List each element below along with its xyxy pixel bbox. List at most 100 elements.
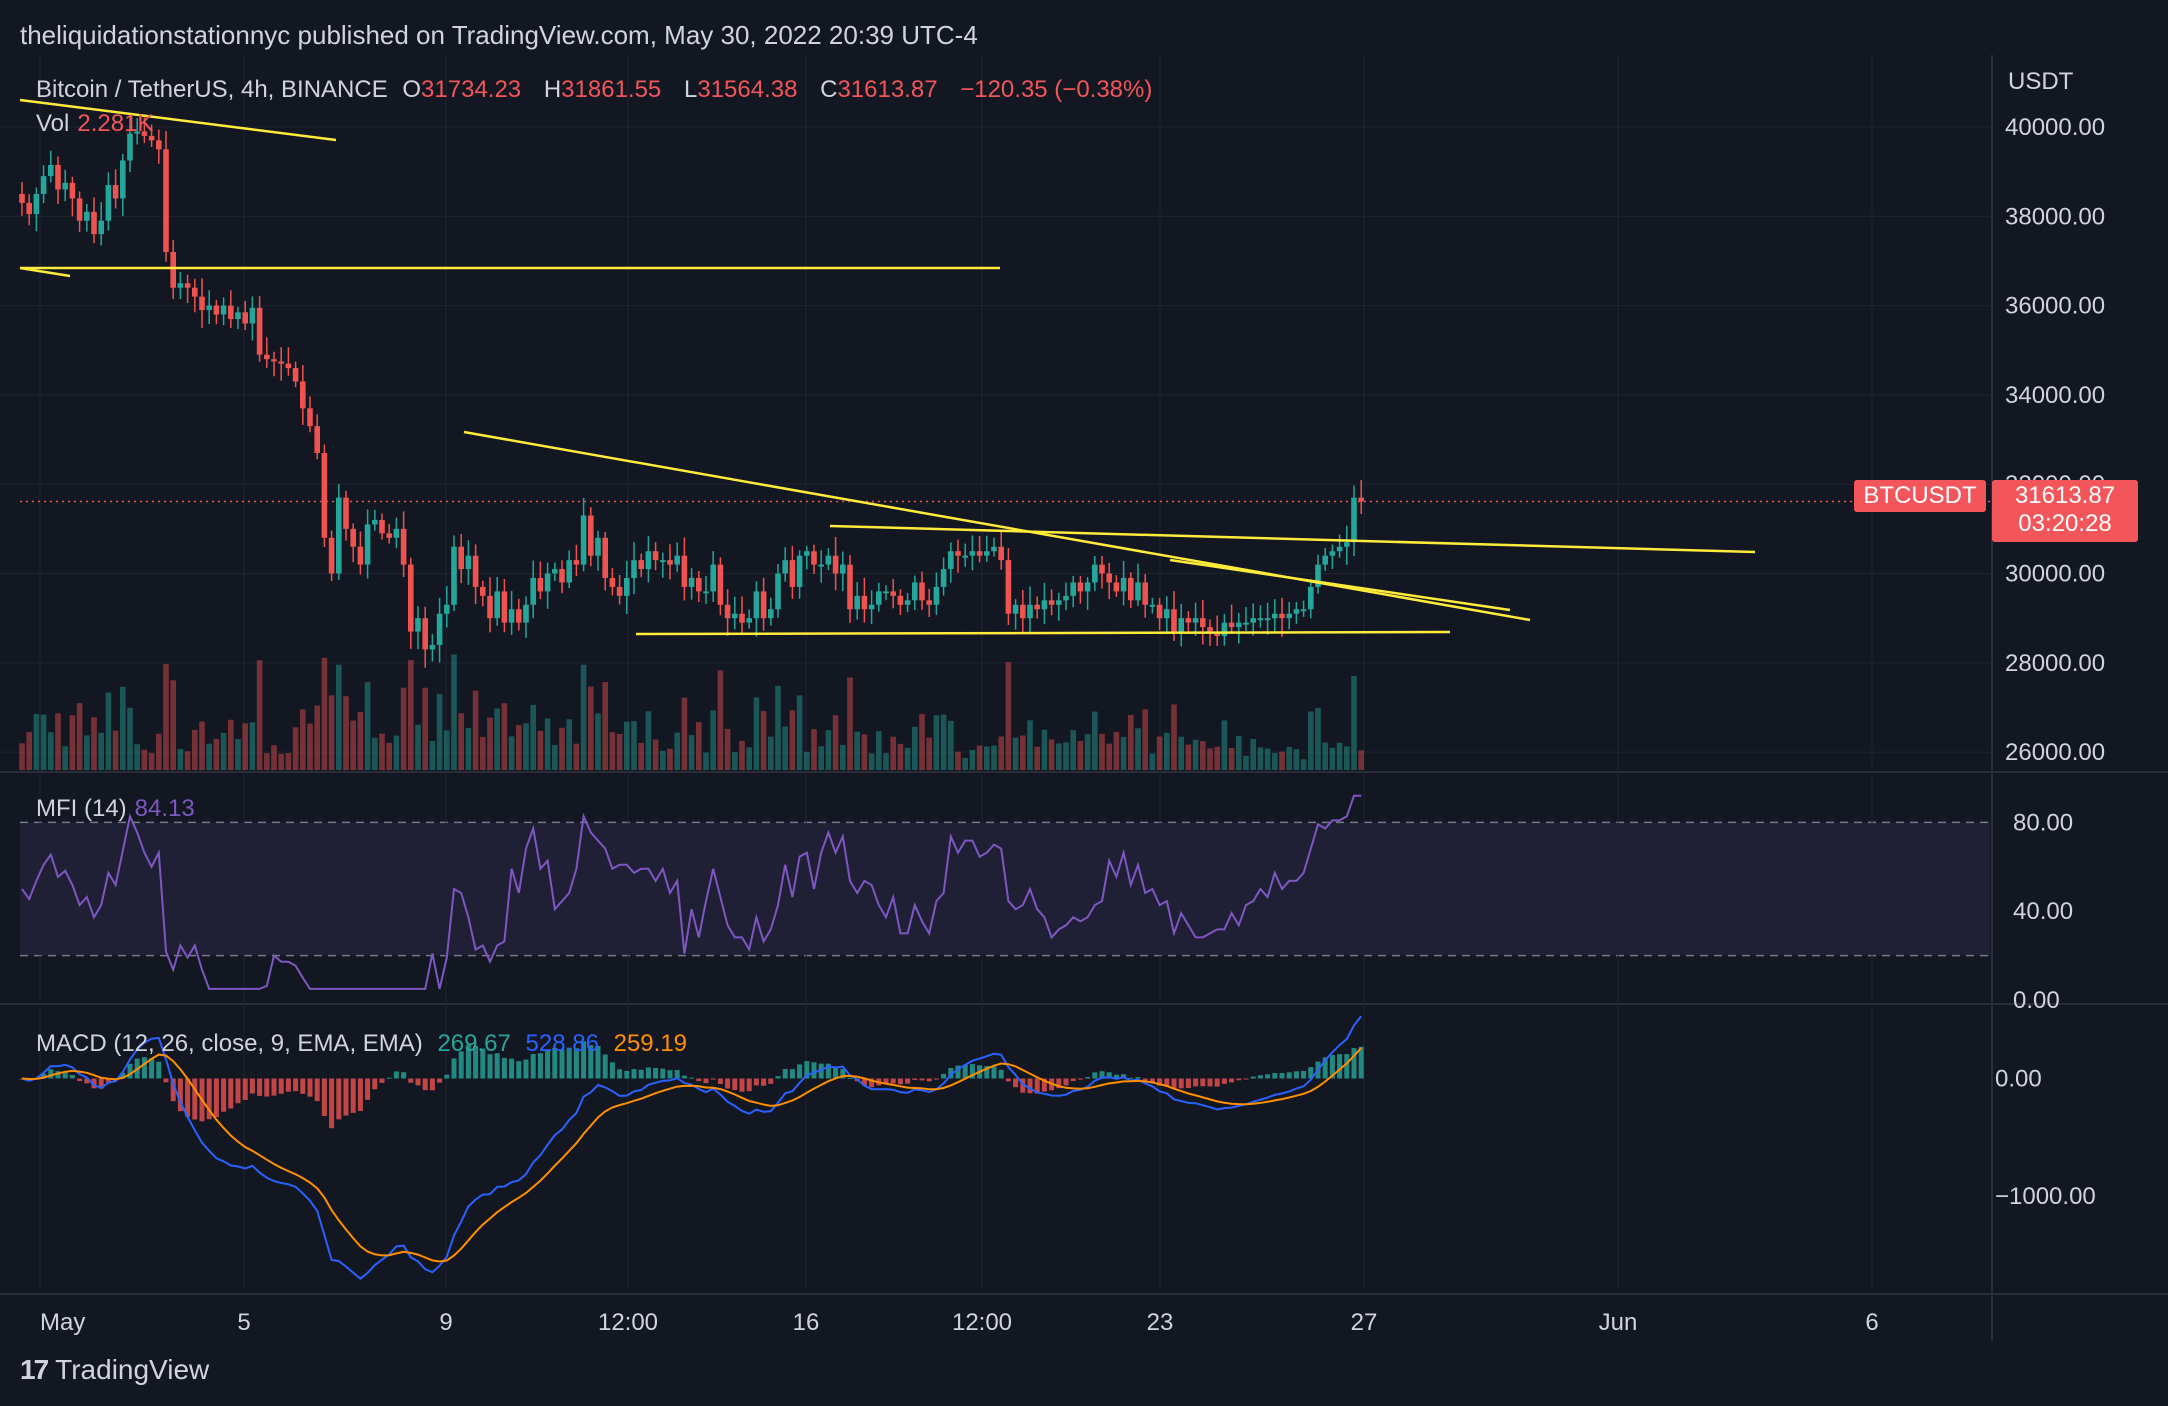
candle-body: [638, 560, 644, 570]
volume-bar: [876, 731, 882, 770]
macd-histogram-bar: [1236, 1078, 1242, 1081]
volume-bar: [206, 743, 212, 770]
volume-bar: [940, 714, 947, 770]
volume-bar: [854, 731, 860, 770]
volume-bar: [314, 705, 320, 770]
macd-histogram-bar: [206, 1078, 212, 1120]
volume-legend: Vol 2.281K: [36, 110, 154, 137]
candle-body: [314, 426, 320, 453]
candle-body: [379, 519, 385, 534]
candle-body: [1027, 604, 1033, 619]
volume-bar: [768, 736, 774, 770]
candle-body: [516, 609, 522, 623]
volume-bar: [55, 713, 61, 770]
volume-bar: [458, 713, 464, 770]
volume-bar: [501, 703, 508, 770]
candle-body: [1336, 546, 1343, 552]
macd-histogram-bar: [480, 1048, 486, 1079]
candle-body: [1257, 618, 1264, 621]
macd-histogram-bar: [912, 1078, 918, 1080]
macd-histogram-bar: [300, 1078, 306, 1094]
macd-histogram-bar: [285, 1078, 291, 1092]
macd-histogram-bar: [494, 1053, 500, 1079]
volume-bar: [595, 713, 601, 770]
macd-tick-label: 0.00: [1995, 1066, 2042, 1093]
macd-histogram-bar: [653, 1067, 659, 1079]
macd-histogram-bar: [77, 1078, 83, 1082]
macd-histogram-bar: [1113, 1074, 1119, 1079]
mfi-tick-label: 40.00: [2013, 898, 2073, 925]
macd-histogram-bar: [1070, 1078, 1076, 1082]
macd-histogram-bar: [429, 1078, 435, 1091]
candle-body: [660, 560, 666, 563]
candle-body: [141, 131, 148, 136]
candle-body: [508, 609, 515, 623]
macd-histogram-bar: [761, 1078, 767, 1086]
volume-bar: [372, 737, 378, 770]
macd-histogram-bar: [192, 1078, 198, 1120]
macd-histogram-bar: [1056, 1078, 1062, 1089]
volume-bar: [444, 730, 450, 770]
volume-value: 2.281K: [77, 110, 154, 137]
candle-body: [1358, 497, 1364, 502]
volume-bar: [465, 727, 472, 770]
candle-body: [969, 551, 976, 556]
macd-histogram-bar: [768, 1078, 774, 1084]
macd-histogram-bar: [1193, 1078, 1199, 1087]
macd-histogram-bar: [1099, 1071, 1105, 1079]
macd-histogram-bar: [55, 1071, 61, 1079]
mfi-value: 84.13: [134, 795, 195, 822]
price-tick-label: 30000.00: [2005, 561, 2105, 588]
volume-bar: [998, 736, 1004, 770]
macd-histogram-bar: [602, 1054, 608, 1079]
macd-histogram-bar: [890, 1078, 896, 1084]
volume-bar: [62, 746, 68, 770]
candle-body: [710, 564, 716, 592]
volume-bar: [868, 753, 875, 770]
candle-body: [76, 198, 83, 221]
volume-bar: [40, 714, 47, 770]
macd-histogram-bar: [984, 1066, 990, 1079]
macd-histogram-bar: [1257, 1075, 1263, 1079]
volume-bar: [105, 692, 112, 770]
tradingview-brand[interactable]: 17 TradingView: [20, 1354, 210, 1385]
volume-bar: [1322, 742, 1328, 770]
candle-body: [1344, 542, 1350, 547]
candle-body: [739, 613, 745, 623]
volume-bar: [1207, 748, 1213, 770]
volume-bar: [350, 720, 356, 770]
volume-bar: [1250, 738, 1256, 770]
candle-body: [1092, 564, 1098, 583]
candle-body: [206, 305, 212, 311]
macd-histogram-bar: [185, 1078, 191, 1117]
macd-histogram-bar: [595, 1045, 601, 1079]
volume-bar: [1120, 736, 1127, 770]
macd-histogram-bar: [257, 1078, 263, 1096]
candle-body: [451, 546, 457, 605]
volume-bar: [1228, 747, 1235, 770]
candle-body: [307, 408, 313, 427]
volume-bar: [256, 660, 263, 770]
macd-histogram-bar: [566, 1047, 572, 1079]
volume-bar: [775, 685, 781, 770]
macd-histogram-bar: [782, 1068, 788, 1079]
candle-body: [804, 551, 810, 556]
macd-histogram-bar: [962, 1064, 968, 1079]
macd-histogram-bar: [213, 1078, 219, 1118]
candle-body: [588, 515, 594, 556]
volume-bar: [264, 753, 270, 770]
volume-bar: [818, 746, 824, 770]
macd-histogram-bar: [847, 1077, 853, 1079]
low-value: 31564.38: [697, 76, 798, 103]
volume-bar: [573, 743, 580, 770]
candle-body: [98, 220, 104, 235]
macd-histogram-bar: [530, 1054, 536, 1079]
candle-body: [1185, 618, 1192, 623]
candle-body: [408, 564, 414, 632]
volume-bar: [343, 696, 349, 770]
volume-bar: [753, 697, 760, 770]
macd-histogram-bar: [1214, 1078, 1220, 1087]
volume-bar: [98, 732, 104, 770]
volume-bar: [962, 757, 968, 770]
